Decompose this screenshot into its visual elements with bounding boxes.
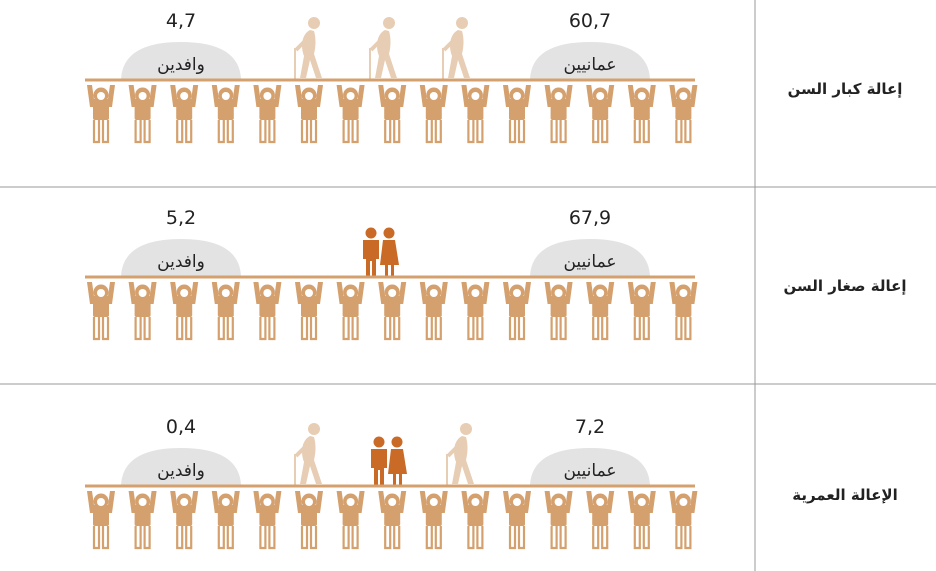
row-label: الإعالة العمرية xyxy=(792,486,898,504)
carrier-icon xyxy=(420,85,448,142)
carrier-icon xyxy=(295,491,323,548)
carrier-icon xyxy=(378,85,406,142)
group-value: 4,7 xyxy=(166,10,196,32)
page: إعالة كبار السن وافدين 4,7 عمانيين 60,7 إعالة… xyxy=(0,0,936,571)
carrier-icon xyxy=(170,85,198,142)
carrier-icon xyxy=(337,282,365,339)
elder-icon xyxy=(370,17,397,80)
carrier-icon xyxy=(295,85,323,142)
group-label: وافدين xyxy=(157,252,205,272)
carrier-icon xyxy=(545,85,573,142)
carrier-icon xyxy=(87,491,115,548)
group-value: 60,7 xyxy=(569,10,611,32)
carrier-icon xyxy=(129,491,157,548)
group-label: وافدين xyxy=(157,461,205,481)
carrier-icon xyxy=(586,491,614,548)
elder-icon xyxy=(443,17,470,80)
carrier-icon xyxy=(212,85,240,142)
carrier-icon xyxy=(420,282,448,339)
carrier-icon xyxy=(129,85,157,142)
carrier-icon xyxy=(461,282,489,339)
carrier-icon xyxy=(628,491,656,548)
carrier-icon xyxy=(461,85,489,142)
carrier-icon xyxy=(212,282,240,339)
carrier-icon xyxy=(503,282,531,339)
carrier-icon xyxy=(337,85,365,142)
carrier-icon xyxy=(628,282,656,339)
elder-icon xyxy=(447,423,474,486)
group-label: عمانيين xyxy=(563,461,616,481)
group-label: وافدين xyxy=(157,55,205,75)
children-icon xyxy=(371,437,407,487)
carrier-icon xyxy=(170,282,198,339)
row-label: إعالة صغار السن xyxy=(784,277,907,295)
carrier-icon xyxy=(461,491,489,548)
carrier-icon xyxy=(378,282,406,339)
carrier-icon xyxy=(87,85,115,142)
elder-icon xyxy=(295,17,322,80)
carrier-icon xyxy=(669,491,697,548)
children-icon xyxy=(363,228,399,278)
carrier-icon xyxy=(129,282,157,339)
carrier-icon xyxy=(378,491,406,548)
carrier-icon xyxy=(253,282,281,339)
carrier-icon xyxy=(586,282,614,339)
carrier-icon xyxy=(545,491,573,548)
carrier-icon xyxy=(420,491,448,548)
carrier-icon xyxy=(295,282,323,339)
carrier-icon xyxy=(337,491,365,548)
carrier-icon xyxy=(669,282,697,339)
group-label: عمانيين xyxy=(563,252,616,272)
group-value: 5,2 xyxy=(166,207,196,229)
carrier-icon xyxy=(586,85,614,142)
infographic: إعالة كبار السن وافدين 4,7 عمانيين 60,7 إعالة… xyxy=(0,0,936,571)
group-label: عمانيين xyxy=(563,55,616,75)
carrier-icon xyxy=(170,491,198,548)
carrier-icon xyxy=(253,85,281,142)
carrier-icon xyxy=(503,85,531,142)
carrier-icon xyxy=(545,282,573,339)
carrier-icon xyxy=(503,491,531,548)
carrier-icon xyxy=(669,85,697,142)
carrier-icon xyxy=(628,85,656,142)
row-label: إعالة كبار السن xyxy=(788,80,903,98)
group-value: 7,2 xyxy=(575,416,605,438)
carrier-icon xyxy=(212,491,240,548)
carrier-icon xyxy=(253,491,281,548)
elder-icon xyxy=(295,423,322,486)
group-value: 0,4 xyxy=(166,416,196,438)
group-value: 67,9 xyxy=(569,207,611,229)
carrier-icon xyxy=(87,282,115,339)
